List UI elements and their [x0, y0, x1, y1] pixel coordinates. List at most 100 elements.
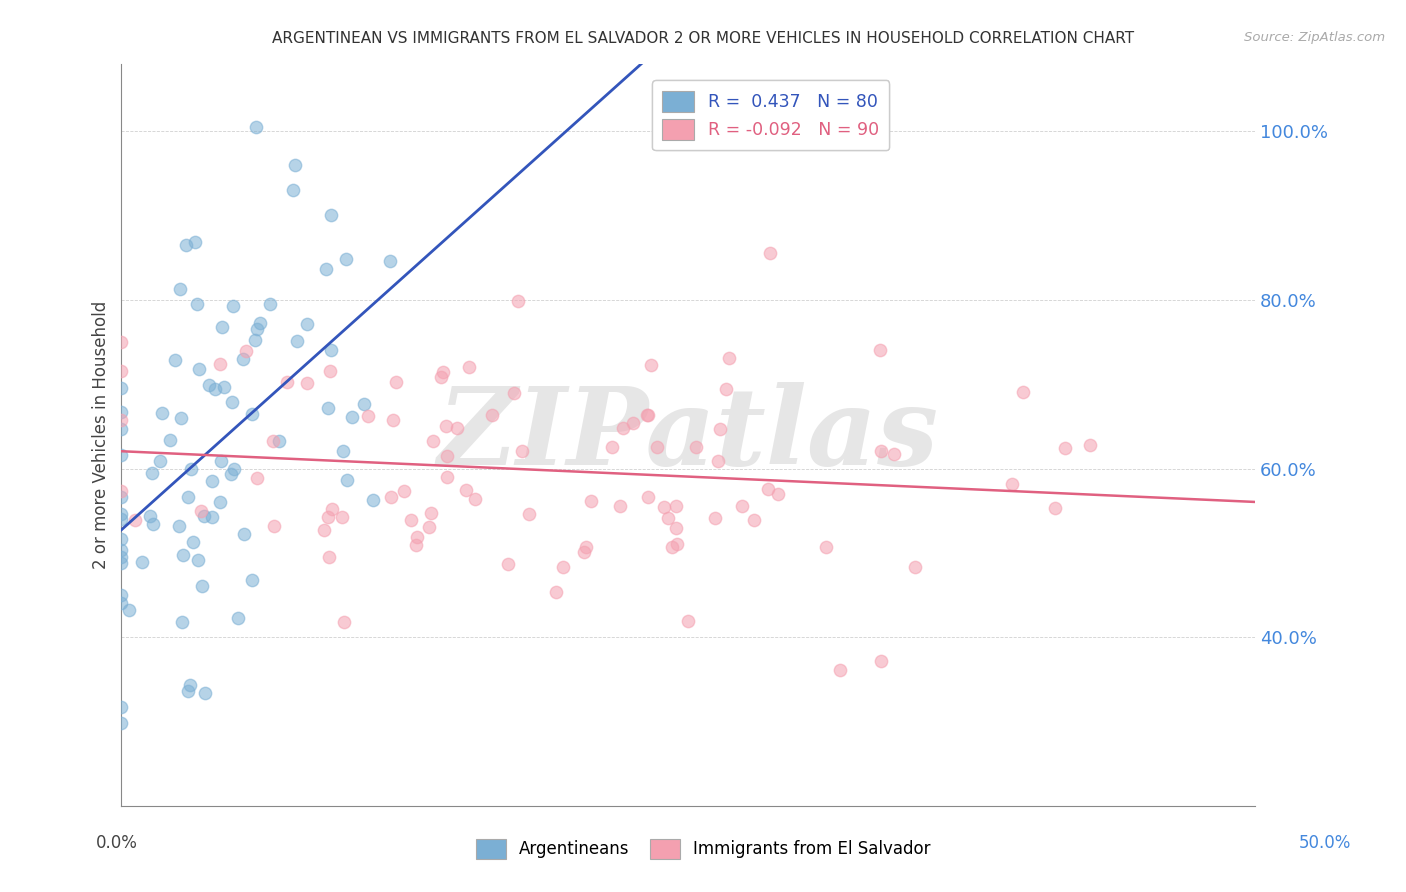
Point: [263, 518, 285, 533]
Point: [1078, 438, 1101, 452]
Point: [295, 317, 318, 331]
Point: [174, 237, 197, 252]
Point: [742, 513, 765, 527]
Point: [204, 382, 226, 396]
Point: [187, 362, 209, 376]
Point: [110, 422, 132, 436]
Point: [124, 513, 146, 527]
Point: [517, 507, 540, 521]
Point: [295, 376, 318, 391]
Point: [138, 508, 160, 523]
Point: [432, 365, 454, 379]
Point: [246, 471, 269, 485]
Point: [756, 482, 779, 496]
Point: [621, 416, 644, 430]
Point: [575, 541, 598, 555]
Point: [312, 523, 335, 537]
Point: [321, 502, 343, 516]
Point: [141, 466, 163, 480]
Point: [356, 409, 378, 423]
Text: Source: ZipAtlas.com: Source: ZipAtlas.com: [1244, 31, 1385, 45]
Point: [551, 559, 574, 574]
Point: [190, 504, 212, 518]
Point: [165, 352, 187, 367]
Point: [231, 351, 253, 366]
Point: [110, 512, 132, 526]
Point: [434, 418, 457, 433]
Point: [904, 559, 927, 574]
Point: [446, 421, 468, 435]
Point: [197, 378, 219, 392]
Point: [318, 550, 340, 565]
Point: [245, 120, 267, 134]
Point: [464, 491, 486, 506]
Point: [759, 246, 782, 260]
Point: [647, 440, 669, 454]
Point: [110, 448, 132, 462]
Point: [284, 158, 307, 172]
Point: [665, 499, 688, 513]
Point: [209, 454, 232, 468]
Point: [110, 543, 132, 558]
Point: [262, 434, 284, 448]
Point: [110, 556, 132, 570]
Point: [219, 467, 242, 482]
Point: [380, 490, 402, 504]
Point: [332, 615, 354, 629]
Point: [110, 716, 132, 731]
Point: [110, 588, 132, 602]
Point: [221, 394, 243, 409]
Point: [110, 364, 132, 378]
Point: [169, 283, 191, 297]
Point: [110, 596, 132, 610]
Point: [665, 537, 688, 551]
Point: [399, 513, 422, 527]
Point: [1043, 500, 1066, 515]
Point: [703, 511, 725, 525]
Point: [382, 413, 405, 427]
Point: [181, 535, 204, 549]
Point: [194, 686, 217, 700]
Point: [600, 440, 623, 454]
Point: [335, 252, 357, 266]
Point: [186, 297, 208, 311]
Point: [815, 541, 838, 555]
Point: [481, 408, 503, 422]
Point: [110, 700, 132, 714]
Point: [870, 443, 893, 458]
Point: [285, 334, 308, 348]
Point: [828, 663, 851, 677]
Point: [110, 490, 132, 504]
Point: [709, 422, 731, 436]
Point: [131, 555, 153, 569]
Point: [420, 506, 443, 520]
Point: [706, 454, 728, 468]
Point: [246, 322, 269, 336]
Point: [652, 500, 675, 514]
Point: [636, 409, 658, 423]
Point: [152, 406, 174, 420]
Point: [637, 409, 659, 423]
Point: [243, 333, 266, 347]
Point: [503, 385, 526, 400]
Point: [259, 296, 281, 310]
Point: [118, 603, 141, 617]
Point: [581, 494, 603, 508]
Point: [406, 530, 429, 544]
Point: [110, 381, 132, 395]
Point: [436, 449, 458, 463]
Point: [731, 500, 754, 514]
Point: [179, 678, 201, 692]
Point: [640, 358, 662, 372]
Point: [637, 490, 659, 504]
Point: [496, 558, 519, 572]
Point: [319, 343, 342, 358]
Point: [869, 343, 891, 357]
Point: [110, 413, 132, 427]
Point: [214, 380, 236, 394]
Point: [870, 654, 893, 668]
Point: [209, 495, 232, 509]
Point: [718, 351, 741, 366]
Point: [766, 487, 789, 501]
Point: [319, 364, 342, 378]
